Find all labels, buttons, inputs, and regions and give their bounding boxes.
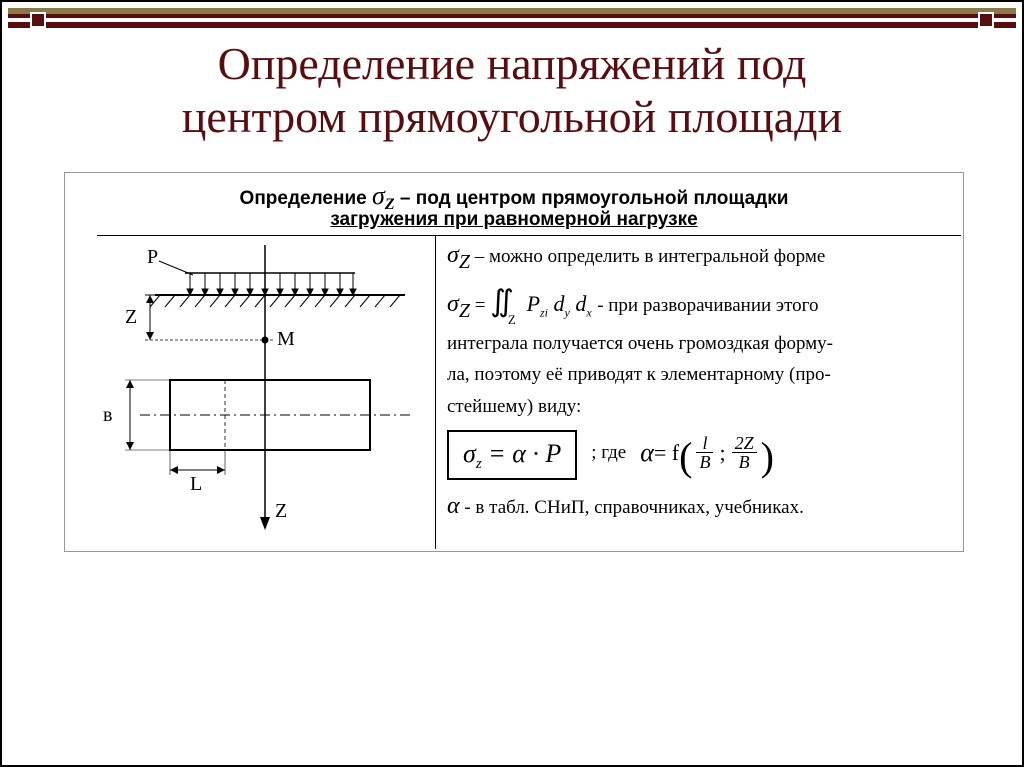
dy-sub: y [565, 305, 570, 319]
where-text: ; где [591, 440, 626, 466]
svg-text:L: L [190, 473, 202, 495]
horizontal-rule [97, 235, 961, 236]
svg-text:Z: Z [125, 306, 137, 328]
stripe-maroon-2 [8, 22, 1016, 28]
right-text: σZ – можно определить в интегральной фор… [447, 239, 955, 528]
sigma-2-sub: Z [459, 300, 470, 322]
boxed-formula: σz = α · P [447, 430, 577, 480]
subheading-line-2: загружения при равномерной нагрузке [65, 209, 963, 231]
frac1-d: B [696, 453, 713, 471]
alpha-function: α = f ( l B ; 2Z B ) [640, 434, 774, 471]
alpha-last: α [447, 493, 460, 519]
dx: d [575, 291, 586, 316]
slide: Определение напряжений под центром прямо… [0, 0, 1024, 767]
rhs-line-4: ла, поэтому её приводят к элементарному … [447, 362, 955, 388]
vertical-divider [435, 235, 436, 549]
subheading-prefix: Определение [240, 188, 367, 209]
rhs-last-text: - в табл. СНиП, справочниках, учебниках. [464, 497, 804, 518]
sigma-2: σ [447, 291, 459, 317]
semicolon: ; [719, 438, 725, 468]
dy: d [554, 291, 565, 316]
page-title: Определение напряжений под центром прямо… [2, 38, 1022, 144]
rhs-last-line: α - в табл. СНиП, справочниках, учебника… [447, 490, 955, 522]
rhs-line-3: интеграла получается очень громоздкая фо… [447, 331, 955, 357]
formula-row: σz = α · P ; где α = f ( l B ; 2Z B [447, 426, 955, 480]
rhs-line-2-after: - при разворачивании этого [597, 295, 818, 316]
alpha-symbol: α [640, 435, 654, 470]
header-stripes [8, 8, 1016, 28]
svg-text:P: P [147, 246, 158, 268]
frac2-d: B [732, 453, 757, 471]
integrand-sub: zi [540, 305, 548, 319]
double-integral-icon: ∬Z [490, 285, 522, 318]
integrand-P: P [527, 291, 540, 316]
integral-sub: Z [508, 312, 516, 327]
corner-square-left [30, 12, 46, 28]
sigma-1: σ [447, 242, 459, 268]
stripe-maroon-1 [8, 14, 1016, 18]
corner-square-right [978, 12, 994, 28]
rhs-line-1-text: – можно определить в интегральной форме [475, 246, 826, 267]
rhs-line-1: σZ – можно определить в интегральной фор… [447, 239, 955, 276]
svg-text:Z: Z [275, 500, 287, 522]
eq-sign: = [475, 295, 490, 316]
svg-text:в: в [103, 404, 112, 426]
content-box: Определение σZ – под центром прямоугольн… [64, 172, 964, 552]
frac-l-B: l B [696, 434, 713, 471]
frac-2Z-B: 2Z B [732, 434, 757, 471]
subheading-suffix: – под центром прямоугольной площадки [400, 188, 789, 209]
eq-f: = f [654, 438, 679, 468]
diagram-svg: P Z M [75, 245, 430, 535]
dx-sub: x [586, 305, 591, 319]
sigma-1-sub: Z [459, 251, 470, 273]
frac2-n: 2Z [732, 434, 757, 453]
formula-rest: = α · P [482, 439, 562, 468]
rhs-line-2: σZ = ∬Z Pzi dy dx - при разворачивании э… [447, 282, 955, 325]
title-line-2: центром прямоугольной площади [182, 91, 842, 142]
formula-sigma: σ [463, 439, 476, 468]
sigma-symbol: σ [372, 181, 385, 210]
rhs-line-5: стейшему) виду: [447, 394, 955, 420]
svg-text:M: M [277, 328, 295, 350]
diagram: P Z M [75, 245, 430, 545]
title-line-1: Определение напряжений под [218, 38, 807, 89]
frac1-n: l [696, 434, 713, 453]
